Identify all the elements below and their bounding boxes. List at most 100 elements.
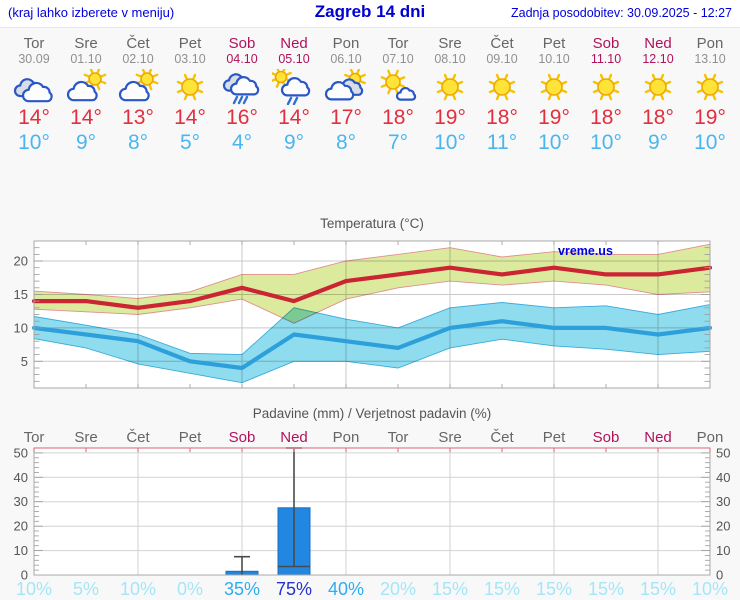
svg-text:40: 40 (14, 470, 28, 485)
min-temp-value: 7° (387, 131, 409, 154)
min-temp-value: 10° (434, 131, 466, 154)
forecast-day-09.10[interactable]: Čet 09.10 18° 11° (476, 27, 528, 167)
day-date-label: 30.09 (18, 52, 50, 66)
max-temp-value: 16° (226, 106, 258, 129)
sunny-icon (580, 69, 632, 105)
precip-probability-value: 15% (484, 579, 520, 599)
sun-shape (696, 73, 724, 101)
forecast-day-13.10[interactable]: Pon 13.10 19° 10° (684, 27, 736, 167)
partly-cloudy-icon (112, 67, 164, 105)
precip-probability-labels: 10% 5% 10% 0% 35% 75% 40% 20% 15% 15% 15% 15% 15% 10% (16, 579, 728, 599)
svg-text:5: 5 (21, 354, 28, 369)
svg-text:0: 0 (21, 568, 28, 583)
rain-icon (216, 69, 268, 105)
forecast-day-06.10[interactable]: Pon 06.10 17° 8° (320, 27, 372, 167)
max-temp-value: 18° (486, 106, 518, 129)
day-name-label: Čet (126, 35, 150, 52)
forecast-day-12.10[interactable]: Ned 12.10 18° 9° (632, 27, 684, 167)
svg-text:10: 10 (14, 543, 28, 558)
sunny-icon (476, 69, 528, 105)
day-name-label: Sre (438, 35, 462, 52)
sun-rain-icon (268, 66, 320, 106)
day-name-label: Čet (490, 35, 514, 52)
day-date-label: 09.10 (486, 52, 518, 66)
day-name-label: Ned (280, 35, 308, 52)
svg-text:20: 20 (716, 519, 730, 534)
svg-text:20: 20 (14, 519, 28, 534)
sun-shape (176, 73, 204, 101)
precip-probability-value: 20% (380, 579, 416, 599)
cloud-shape (280, 77, 311, 97)
day-name-label: Sob (592, 35, 620, 52)
cloud-shape (324, 81, 355, 101)
day-name-label: Pon (696, 35, 724, 52)
day-name-label: Sre (74, 35, 98, 52)
day-name-label: Tor (23, 35, 45, 52)
svg-text:50: 50 (716, 445, 730, 460)
svg-text:Pet: Pet (179, 429, 202, 446)
temp-plot-border (33, 240, 711, 389)
temp-y-axis-labels: 5 10 15 20 (14, 254, 28, 369)
sunny-icon (632, 69, 684, 105)
svg-text:Pon: Pon (333, 429, 360, 446)
precip-probability-value: 10% (16, 579, 52, 599)
forecast-day-08.10[interactable]: Sre 08.10 19° 10° (424, 27, 476, 167)
precip-probability-value: 35% (224, 579, 260, 599)
svg-text:40: 40 (716, 470, 730, 485)
min-temp-value: 9° (75, 131, 97, 154)
day-date-label: 13.10 (694, 52, 726, 66)
min-temp-value: 4° (231, 131, 253, 154)
forecast-day-05.10[interactable]: Ned 05.10 14° 9° (268, 27, 320, 167)
max-temp-value: 19° (538, 106, 570, 129)
header-bar: (kraj lahko izberete v meniju) Zagreb 14… (0, 0, 740, 28)
precip-probability-value: 0% (177, 579, 203, 599)
forecast-day-30.09[interactable]: Tor 30.09 14° 10° (8, 27, 60, 167)
max-temp-value: 14° (70, 106, 102, 129)
temp-chart-title: Temperatura (°C) (320, 216, 424, 231)
max-temp-value: 19° (434, 106, 466, 129)
day-name-label: Pet (542, 35, 566, 52)
precip-gridlines (34, 448, 710, 575)
forecast-day-03.10[interactable]: Pet 03.10 14° 5° (164, 27, 216, 167)
min-temp-value: 9° (647, 131, 669, 154)
forecast-day-01.10[interactable]: Sre 01.10 14° 9° (60, 27, 112, 167)
forecast-strip: Tor 30.09 14° 10° Sre 01.10 14° 9° Čet 02.10 13° 8°… (8, 27, 736, 167)
sunny-icon (528, 69, 580, 105)
max-temp-value: 14° (174, 106, 206, 129)
forecast-day-10.10[interactable]: Pet 10.10 19° 10° (528, 27, 580, 167)
day-date-label: 07.10 (382, 52, 414, 66)
day-date-label: 06.10 (330, 52, 362, 66)
cloud-shape (395, 86, 417, 101)
cloud-sun-icon (320, 68, 372, 105)
svg-text:0: 0 (716, 568, 723, 583)
sun-shape (540, 73, 568, 101)
forecast-day-02.10[interactable]: Čet 02.10 13° 8° (112, 27, 164, 167)
min-temp-value: 8° (335, 131, 357, 154)
max-temperature-line (31, 265, 713, 310)
min-temp-value: 10° (18, 131, 50, 154)
forecast-day-11.10[interactable]: Sob 11.10 18° 10° (580, 27, 632, 167)
max-temp-value: 18° (590, 106, 622, 129)
forecast-day-04.10[interactable]: Sob 04.10 16° 4° (216, 27, 268, 167)
max-temp-value: 19° (694, 106, 726, 129)
cloudy-icon (8, 69, 60, 105)
sunny-icon (164, 69, 216, 105)
forecast-day-07.10[interactable]: Tor 07.10 18° 7° (372, 27, 424, 167)
day-date-label: 10.10 (538, 52, 570, 66)
svg-text:Pon: Pon (697, 429, 724, 446)
day-date-label: 02.10 (122, 52, 154, 66)
svg-text:30: 30 (716, 494, 730, 509)
menu-hint-text: (kraj lahko izberete v meniju) (8, 5, 175, 20)
sun-shape (436, 73, 464, 101)
sunny-icon (424, 69, 476, 105)
svg-text:10: 10 (14, 320, 28, 335)
max-temp-value: 13° (122, 106, 154, 129)
max-temp-value: 14° (278, 106, 310, 129)
min-temp-value: 8° (127, 131, 149, 154)
max-temp-value: 18° (382, 106, 414, 129)
precip-probability-value: 15% (536, 579, 572, 599)
precip-probability-value: 40% (328, 579, 364, 599)
min-temp-value: 5° (179, 131, 201, 154)
svg-text:Sre: Sre (74, 429, 97, 446)
